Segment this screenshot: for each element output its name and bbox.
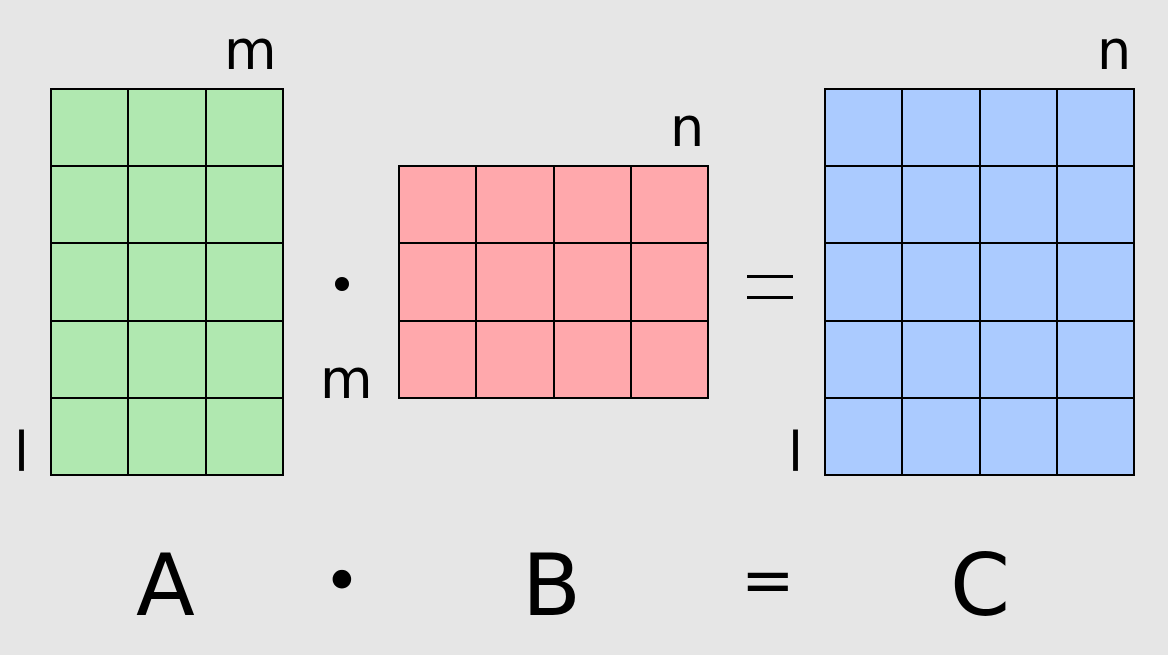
matrix-cell	[52, 398, 130, 476]
matrix-a-col-label: m	[224, 19, 277, 82]
matrix-b-grid	[398, 165, 709, 399]
matrix-a-grid	[50, 88, 284, 476]
matrix-b-row-label: m	[320, 348, 373, 411]
matrix-cell	[631, 244, 709, 322]
matrix-cell	[980, 244, 1058, 322]
matrix-c-col-label: n	[1097, 19, 1132, 82]
matrix-cell	[826, 321, 904, 399]
matrix-cell	[1057, 167, 1135, 245]
matrix-cell	[826, 90, 904, 168]
matrix-cell	[129, 398, 207, 476]
matrix-cell	[631, 167, 709, 245]
matrix-cell	[554, 321, 632, 399]
matrix-b-col-label: n	[670, 96, 705, 159]
matrix-cell	[477, 244, 555, 322]
matrix-cell	[980, 167, 1058, 245]
matrix-b-name: B	[522, 536, 581, 636]
matrix-cell	[826, 398, 904, 476]
matrix-cell	[1057, 398, 1135, 476]
matrix-cell	[631, 321, 709, 399]
matrix-cell	[400, 244, 478, 322]
equals-sign-icon	[747, 275, 793, 299]
matrix-cell	[903, 244, 981, 322]
matrix-cell	[1057, 321, 1135, 399]
matrix-cell	[903, 90, 981, 168]
matrix-cell	[206, 90, 284, 168]
matrix-cell	[129, 244, 207, 322]
matrix-cell	[477, 167, 555, 245]
matrix-a-name: A	[136, 536, 195, 636]
matrix-cell	[1057, 90, 1135, 168]
equation-multiply-operator: •	[323, 545, 361, 619]
multiply-dot-icon	[335, 277, 349, 291]
matrix-cell	[400, 167, 478, 245]
matrix-c-row-label: l	[788, 421, 804, 484]
matrix-c-grid	[824, 88, 1135, 476]
matrix-cell	[826, 167, 904, 245]
matrix-cell	[903, 167, 981, 245]
matrix-cell	[980, 90, 1058, 168]
matrix-cell	[980, 398, 1058, 476]
matrix-cell	[826, 244, 904, 322]
matrix-cell	[206, 167, 284, 245]
matrix-cell	[129, 167, 207, 245]
matrix-cell	[477, 321, 555, 399]
matrix-cell	[980, 321, 1058, 399]
matrix-cell	[1057, 244, 1135, 322]
matrix-c-name: C	[950, 536, 1011, 636]
matrix-cell	[52, 244, 130, 322]
matrix-cell	[554, 244, 632, 322]
matrix-a-row-label: l	[14, 421, 30, 484]
matrix-cell	[129, 321, 207, 399]
equation-equals-operator: =	[741, 544, 795, 618]
matrix-cell	[129, 90, 207, 168]
matrix-cell	[206, 244, 284, 322]
matrix-cell	[206, 398, 284, 476]
matrix-cell	[903, 321, 981, 399]
matrix-cell	[554, 167, 632, 245]
matrix-cell	[903, 398, 981, 476]
matrix-cell	[400, 321, 478, 399]
matrix-cell	[52, 167, 130, 245]
matrix-cell	[52, 90, 130, 168]
matrix-cell	[52, 321, 130, 399]
matrix-cell	[206, 321, 284, 399]
